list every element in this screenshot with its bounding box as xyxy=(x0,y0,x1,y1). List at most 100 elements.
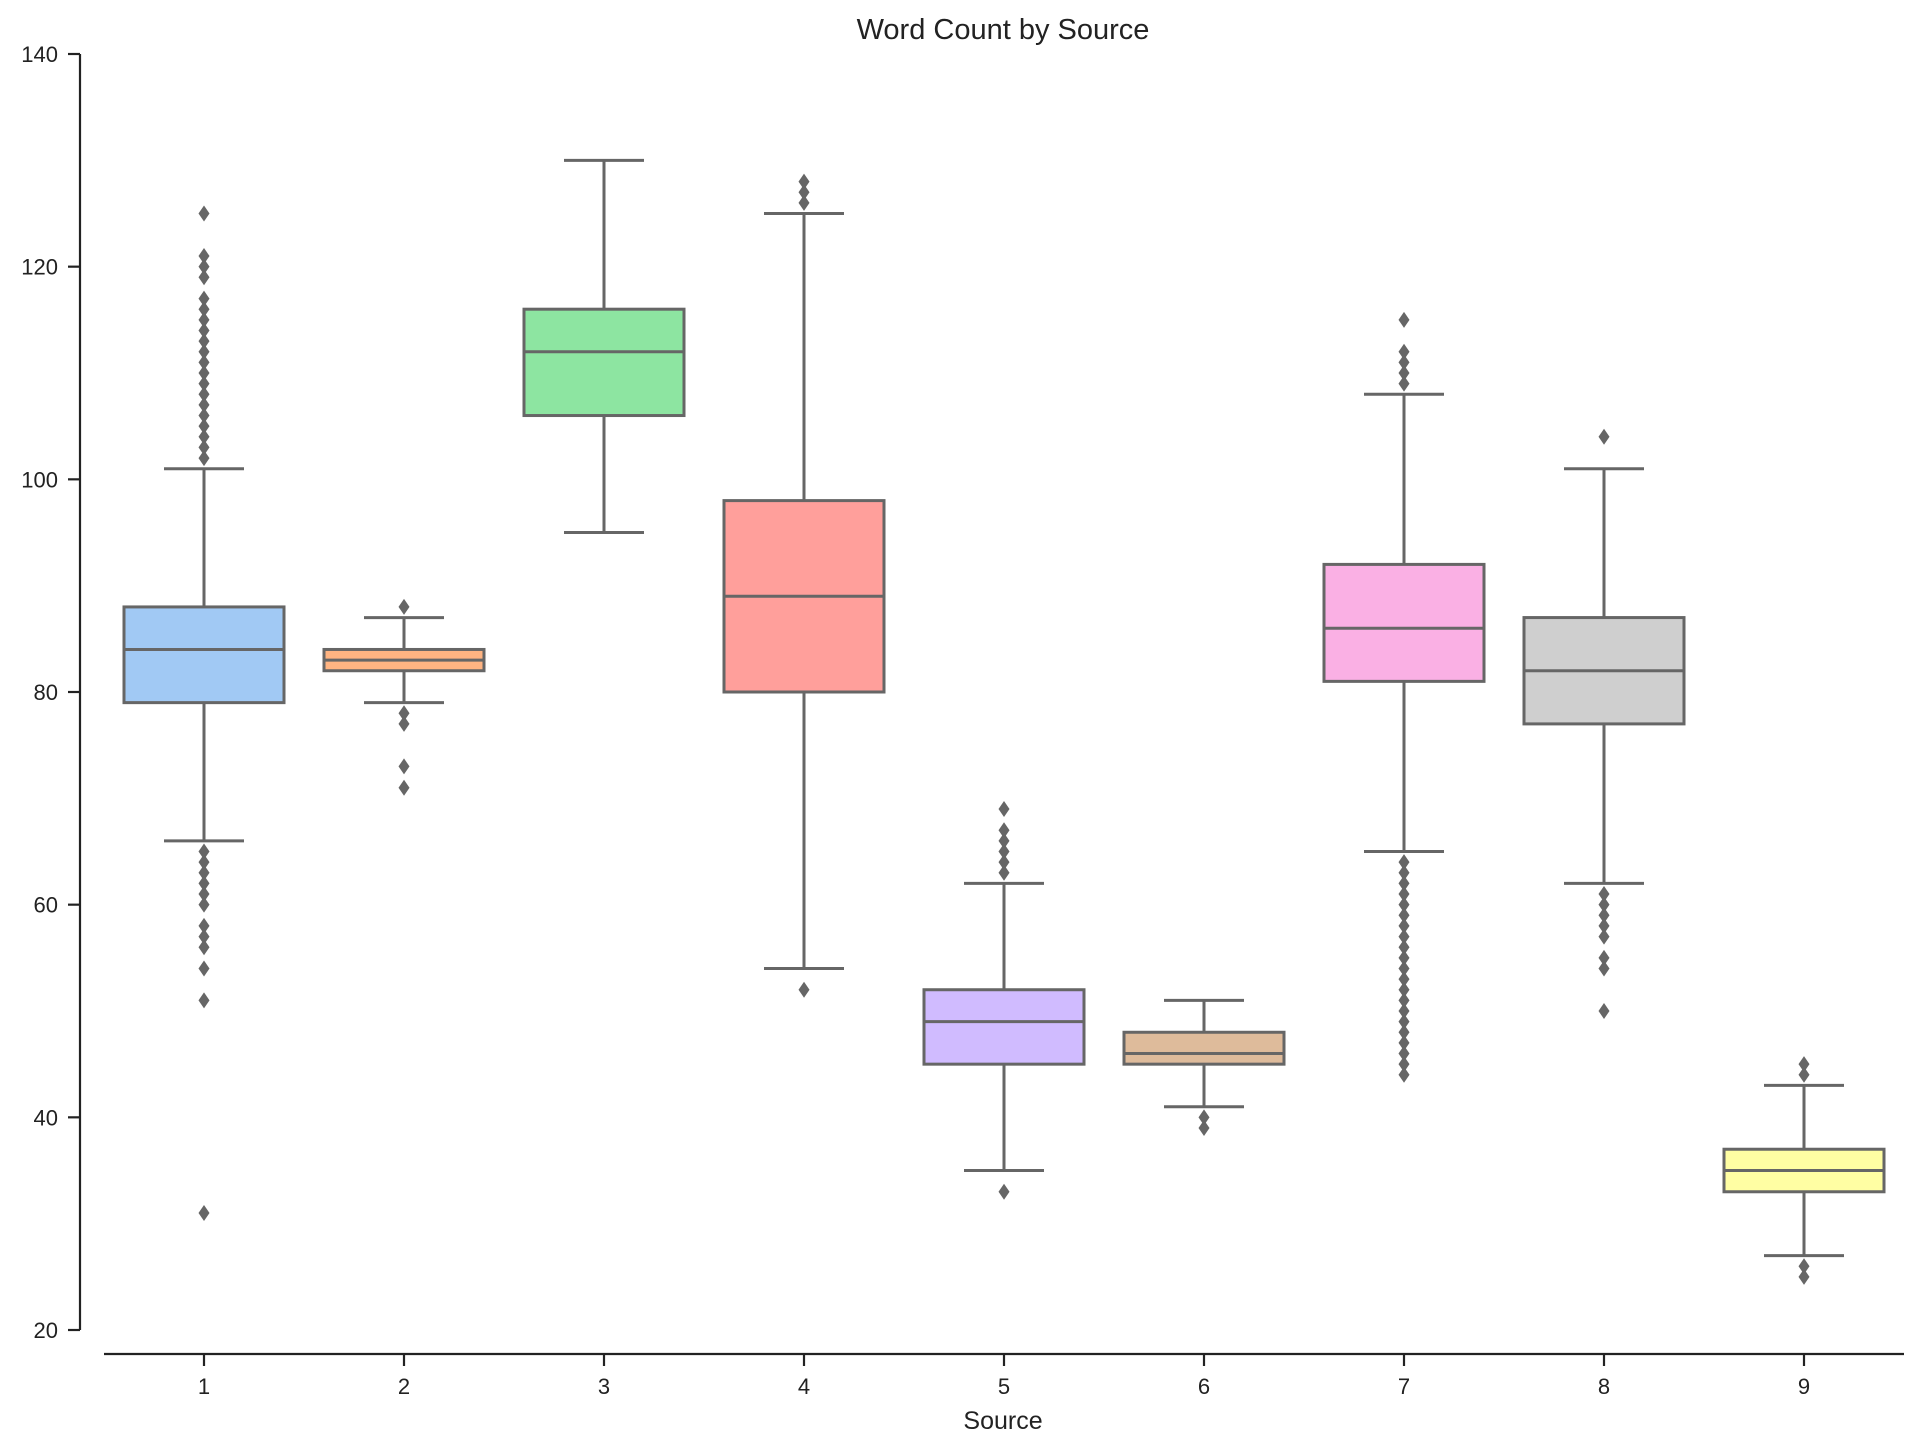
outlier-point xyxy=(1398,907,1410,924)
y-tick-label: 60 xyxy=(34,893,58,918)
outlier-point xyxy=(1398,981,1410,998)
box-group-source-2 xyxy=(322,598,486,796)
x-tick-label: 8 xyxy=(1598,1374,1610,1399)
chart-title: Word Count by Source xyxy=(857,14,1150,46)
outlier-point xyxy=(1598,896,1610,913)
iqr-box xyxy=(522,307,686,418)
outlier-point xyxy=(198,843,210,860)
outlier-point xyxy=(198,301,210,318)
outlier-point xyxy=(198,917,210,934)
outlier-point xyxy=(198,928,210,945)
iqr-box xyxy=(122,605,286,705)
outlier-point xyxy=(998,1183,1010,1200)
outlier-point xyxy=(398,598,410,615)
outlier-point xyxy=(1398,875,1410,892)
outlier-point xyxy=(198,875,210,892)
iqr-box xyxy=(1122,1030,1286,1066)
x-tick-label: 1 xyxy=(198,1374,210,1399)
outlier-point xyxy=(1398,354,1410,371)
outlier-point xyxy=(398,705,410,722)
outlier-point xyxy=(198,450,210,467)
outlier-point xyxy=(1198,1119,1210,1136)
box-group-source-5 xyxy=(922,800,1086,1200)
outlier-point xyxy=(398,715,410,732)
outlier-point xyxy=(198,896,210,913)
outlier-point xyxy=(1398,1045,1410,1062)
outlier-point xyxy=(1598,886,1610,903)
outlier-point xyxy=(398,779,410,796)
outlier-point xyxy=(198,886,210,903)
outlier-point xyxy=(1398,1066,1410,1083)
outlier-point xyxy=(998,822,1010,839)
outlier-point xyxy=(1398,928,1410,945)
outlier-point xyxy=(1398,1003,1410,1019)
y-tick-label: 40 xyxy=(34,1105,58,1130)
y-tick-label: 20 xyxy=(34,1318,58,1343)
x-axis: 1 2 3 4 5 6 7 8 9 xyxy=(104,1352,1904,1399)
outlier-point xyxy=(1598,949,1610,966)
outlier-point xyxy=(1398,1034,1410,1051)
outlier-point xyxy=(998,832,1010,849)
outlier-point xyxy=(198,333,210,350)
outlier-point xyxy=(198,439,210,456)
outlier-point xyxy=(1598,960,1610,977)
outlier-point xyxy=(1398,1056,1410,1073)
outlier-point xyxy=(798,981,810,998)
outlier-point xyxy=(198,386,210,403)
x-tick-label: 5 xyxy=(998,1374,1010,1399)
outlier-point xyxy=(1198,1109,1210,1126)
outlier-point xyxy=(1798,1066,1810,1083)
outlier-point xyxy=(198,248,210,265)
y-tick-label: 120 xyxy=(21,255,58,280)
box-group-source-6 xyxy=(1122,998,1286,1136)
outlier-point xyxy=(1398,917,1410,934)
outlier-point xyxy=(998,864,1010,881)
iqr-box xyxy=(1322,562,1486,683)
outlier-point xyxy=(998,800,1010,817)
outlier-point xyxy=(998,854,1010,871)
outlier-point xyxy=(1798,1056,1810,1073)
outlier-point xyxy=(198,407,210,424)
box-group-source-7 xyxy=(1322,311,1486,1083)
outlier-point xyxy=(1398,343,1410,360)
y-tick-label: 100 xyxy=(21,467,58,492)
outlier-point xyxy=(198,269,210,286)
x-tick-label: 2 xyxy=(398,1374,410,1399)
outlier-point xyxy=(1398,375,1410,392)
outlier-point xyxy=(198,290,210,307)
outlier-point xyxy=(198,258,210,275)
outlier-point xyxy=(398,758,410,775)
outlier-point xyxy=(1598,928,1610,945)
outlier-point xyxy=(198,311,210,328)
outlier-point xyxy=(1798,1258,1810,1275)
box-group-source-3 xyxy=(522,158,686,534)
x-tick-label: 6 xyxy=(1198,1374,1210,1399)
outlier-point xyxy=(1398,992,1410,1009)
outlier-point xyxy=(798,194,810,211)
outlier-point xyxy=(1398,960,1410,977)
y-axis: 20 40 60 80 100 120 140 xyxy=(21,42,82,1343)
outlier-point xyxy=(198,418,210,435)
outlier-point xyxy=(1598,907,1610,924)
outlier-point xyxy=(198,1205,210,1222)
outlier-point xyxy=(198,343,210,360)
box-group-source-4 xyxy=(722,173,886,998)
outlier-point xyxy=(1798,1268,1810,1285)
x-axis-label: Source xyxy=(963,1407,1042,1435)
outlier-point xyxy=(198,864,210,881)
outlier-point xyxy=(998,843,1010,860)
iqr-box xyxy=(922,988,1086,1066)
outlier-point xyxy=(1398,949,1410,966)
outlier-point xyxy=(1398,365,1410,381)
outlier-point xyxy=(1398,1013,1410,1030)
outlier-point xyxy=(198,365,210,381)
outlier-point xyxy=(198,960,210,977)
outlier-point xyxy=(798,184,810,201)
outlier-point xyxy=(198,939,210,956)
x-tick-label: 7 xyxy=(1398,1374,1410,1399)
outlier-point xyxy=(1598,917,1610,934)
outlier-point xyxy=(1398,886,1410,903)
outlier-point xyxy=(198,205,210,222)
